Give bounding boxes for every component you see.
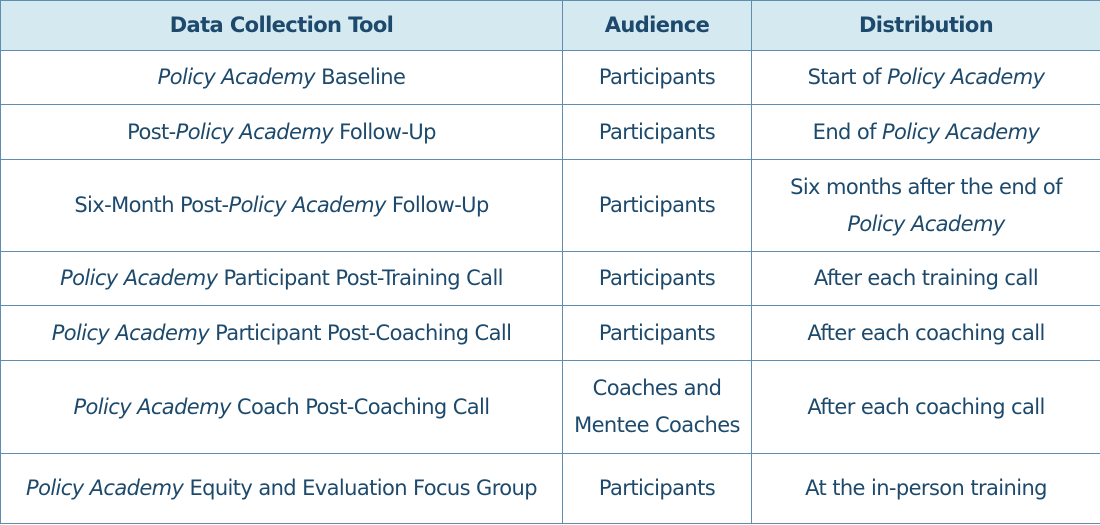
cell-audience: Participants [562,251,752,306]
cell-audience: Participants [562,305,752,361]
cell-tool: Post-Policy Academy Follow-Up [0,104,563,160]
cell-text: Policy Academy [51,320,210,345]
cell-text: Equity and Evaluation Focus Group [183,476,537,500]
table-row: Policy Academy Equity and Evaluation Foc… [0,453,1100,524]
cell-audience: Coaches and Mentee Coaches [562,360,752,454]
cell-distribution: Six months after the end of Policy Acade… [751,159,1100,252]
cell-distribution: After each training call [751,251,1100,306]
cell-tool: Policy Academy Equity and Evaluation Foc… [0,453,563,524]
cell-distribution: After each coaching call [751,360,1100,454]
cell-tool: Six-Month Post-Policy Academy Follow-Up [0,159,563,252]
table-row: Policy Academy Coach Post-Coaching Call C… [0,360,1100,454]
cell-text: Coaches and Mentee Coaches [574,376,740,437]
cell-text: Policy Academy [26,476,184,500]
cell-text: Policy Academy [73,394,231,419]
cell-text: Policy Academy [887,65,1045,89]
cell-text: Participant Post-Coaching Call [209,320,512,345]
cell-tool: Policy Academy Baseline [0,50,563,105]
cell-audience: Participants [562,104,752,160]
cell-text: Follow-Up [385,193,489,217]
cell-text: Start of [807,65,888,89]
table-row: Policy Academy Participant Post-Training… [0,251,1100,306]
cell-text: Policy Academy [228,193,387,217]
cell-tool: Policy Academy Participant Post-Coaching… [0,305,563,361]
cell-audience: Participants [562,50,752,105]
header-distribution: Distribution [751,0,1100,51]
cell-text: Participants [598,320,716,345]
cell-tool: Policy Academy Participant Post-Training… [0,251,563,306]
table-row: Post-Policy Academy Follow-Up Participant… [0,104,1100,160]
cell-distribution: End of Policy Academy [751,104,1100,160]
cell-text: Policy Academy [847,211,1005,236]
header-audience: Audience [562,0,752,51]
cell-text: Coach Post-Coaching Call [230,394,490,419]
cell-text: Policy Academy [881,119,1040,144]
cell-distribution: After each coaching call [751,305,1100,361]
cell-text: After each coaching call [807,394,1045,419]
cell-text: Post- [127,119,176,144]
cell-text: Participants [598,65,716,89]
cell-tool: Policy Academy Coach Post-Coaching Call [0,360,563,454]
cell-text: After each training call [813,266,1039,290]
table-row: Six-Month Post-Policy Academy Follow-Up P… [0,159,1100,252]
cell-audience: Participants [562,159,752,252]
cell-text: Participant Post-Training Call [217,266,503,290]
cell-distribution: Start of Policy Academy [751,50,1100,105]
cell-text: Participants [598,119,716,144]
cell-text: At the in-person training [805,476,1047,500]
cell-text: Participants [598,266,716,290]
header-row: Data Collection Tool Audience Distributi… [0,0,1100,51]
cell-text: Participants [598,193,716,217]
cell-text: After each coaching call [807,320,1045,345]
cell-text: Follow-Up [333,119,436,144]
cell-audience: Participants [562,453,752,524]
cell-text: Policy Academy [60,266,218,290]
cell-text: Six-Month Post- [74,193,229,217]
header-tool: Data Collection Tool [0,0,563,51]
cell-text: Policy Academy [157,65,316,89]
table-row: Policy Academy Baseline Participants Start… [0,50,1100,105]
cell-text: Baseline [315,65,406,89]
cell-text: Participants [598,476,716,500]
cell-text: Policy Academy [175,119,334,144]
table-row: Policy Academy Participant Post-Coaching… [0,305,1100,361]
cell-distribution: At the in-person training [751,453,1100,524]
cell-text: End of [812,119,882,144]
cell-text: Six months after the end of [790,174,1062,199]
